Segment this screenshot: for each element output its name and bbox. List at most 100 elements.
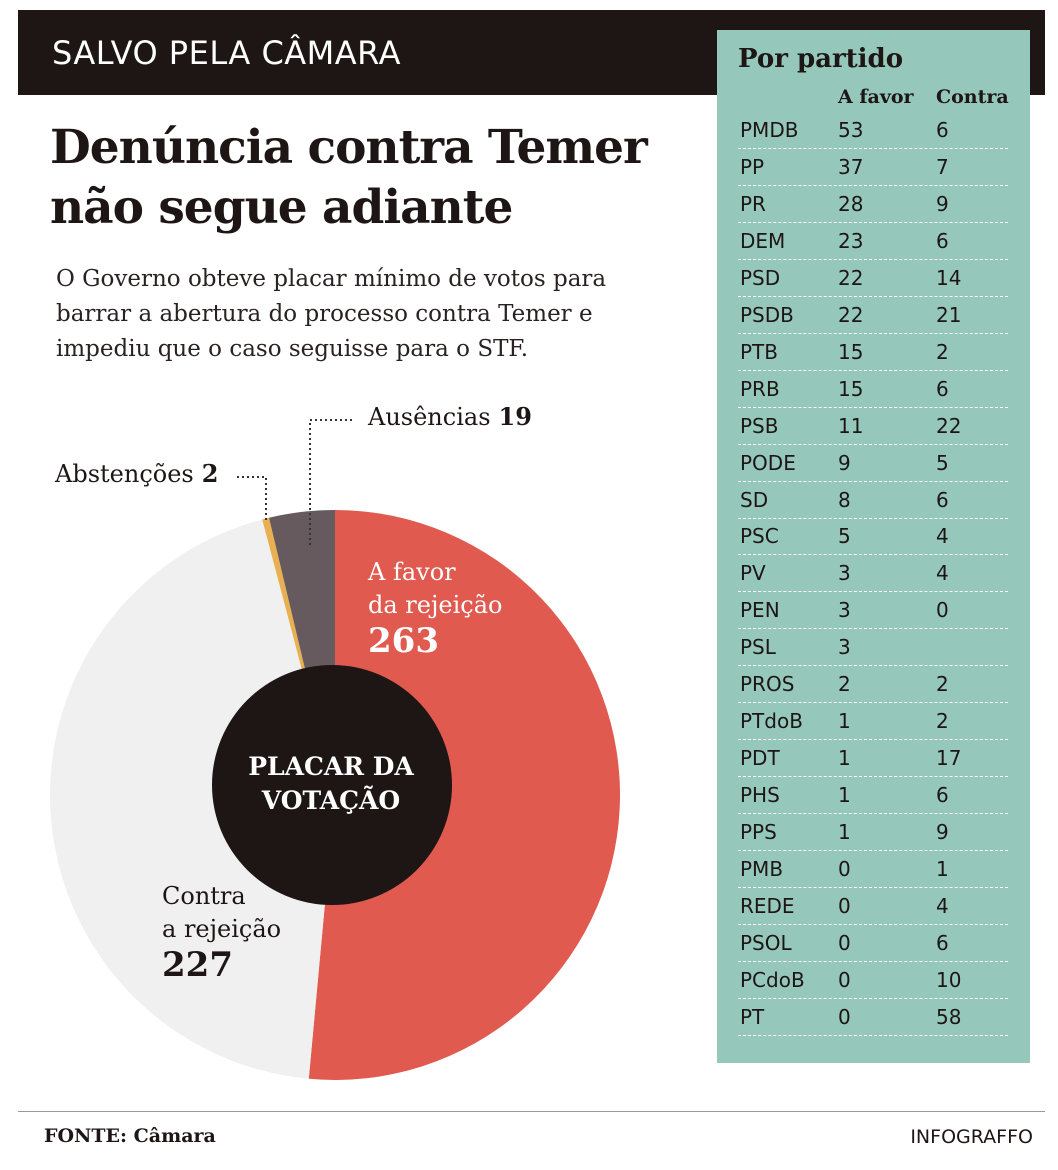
vote-count: 3: [838, 598, 851, 623]
party-name: PMDB: [740, 118, 799, 142]
row-divider: [738, 443, 1008, 445]
vote-count: 21: [936, 302, 962, 327]
slice-category: Contra a rejeição: [162, 882, 282, 943]
row-divider: [738, 369, 1008, 371]
pie-slice: [50, 519, 335, 1079]
vote-count: 4: [936, 524, 949, 549]
slice-label: Abstenções 2: [55, 458, 218, 491]
party-name: PRB: [740, 376, 780, 401]
row-divider: [738, 739, 1008, 741]
vote-count: 28: [838, 191, 864, 216]
vote-count: 0: [838, 967, 851, 992]
leader-line: [236, 476, 267, 520]
party-name: PTB: [740, 339, 778, 364]
party-name: DEM: [740, 228, 786, 253]
vote-count: 1: [936, 857, 949, 881]
vote-count: 6: [936, 228, 949, 253]
vote-count: 0: [838, 930, 851, 955]
vote-count: 5: [838, 524, 851, 549]
slice-label: A favor da rejeição 263: [368, 556, 503, 660]
row-divider: [738, 554, 1008, 556]
vote-count: 2: [936, 339, 949, 364]
row-divider: [738, 850, 1008, 852]
row-divider: [738, 960, 1008, 962]
slice-label: Contra a rejeição 227: [162, 880, 281, 984]
party-name: PSC: [740, 524, 779, 549]
party-name: PCdoB: [740, 967, 805, 992]
party-name: PTdoB: [740, 709, 803, 734]
column-header: A favor: [838, 86, 914, 108]
slice-value: 263: [368, 621, 439, 661]
party-name: PROS: [740, 672, 795, 697]
row-divider: [738, 148, 1008, 149]
vote-count: 4: [936, 893, 949, 918]
party-name: PPS: [740, 820, 777, 845]
row-divider: [738, 406, 1008, 408]
party-name: PMB: [740, 857, 784, 881]
vote-count: 1: [838, 709, 851, 734]
vote-count: 1: [838, 820, 851, 845]
title: Denúncia contra Temer não segue adiante: [50, 120, 648, 235]
vote-count: 22: [838, 302, 864, 327]
vote-count: 9: [838, 450, 851, 475]
row-divider: [738, 184, 1008, 186]
vote-count: 6: [936, 783, 949, 808]
party-name: PHS: [740, 783, 780, 808]
row-divider: [738, 295, 1008, 297]
row-divider: [738, 997, 1008, 999]
row-divider: [738, 480, 1008, 482]
row-divider: [738, 1034, 1008, 1036]
row-divider: [738, 776, 1008, 778]
slice-value: 19: [498, 402, 532, 431]
party-name: PSD: [740, 265, 781, 290]
table-title: Por partido: [738, 44, 904, 74]
row-divider: [738, 923, 1008, 925]
vote-count: 2: [936, 709, 949, 734]
vote-count: 3: [838, 635, 851, 660]
vote-count: 15: [838, 376, 864, 401]
party-name: PP: [740, 154, 765, 179]
row-divider: [738, 591, 1008, 593]
vote-count: 6: [936, 487, 949, 512]
row-divider: [738, 221, 1008, 223]
row-divider: [738, 887, 1008, 888]
vote-count: 53: [838, 118, 864, 142]
vote-count: 8: [838, 487, 851, 512]
vote-count: 4: [936, 561, 949, 586]
vote-count: 6: [936, 118, 949, 142]
party-name: PSL: [740, 635, 776, 660]
party-name: PODE: [740, 450, 796, 475]
party-name: REDE: [740, 893, 795, 918]
row-divider: [738, 665, 1008, 667]
party-name: PDT: [740, 746, 780, 771]
row-divider: [738, 517, 1008, 519]
party-name: PEN: [740, 598, 780, 623]
vote-count: 2: [838, 672, 851, 697]
vote-count: 3: [838, 561, 851, 586]
subtitle: O Governo obteve placar mínimo de votos …: [56, 266, 607, 362]
source: FONTE: Câmara: [44, 1125, 216, 1147]
party-name: PT: [740, 1004, 765, 1029]
kicker: SALVO PELA CÂMARA: [52, 34, 401, 72]
party-name: SD: [740, 487, 769, 512]
center-label: PLACAR DA VOTAÇÃO: [248, 752, 414, 815]
vote-count: 58: [936, 1004, 962, 1029]
vote-count: 6: [936, 930, 949, 955]
vote-count: 0: [838, 893, 851, 918]
vote-count: 5: [936, 450, 949, 475]
vote-count: 17: [936, 746, 962, 771]
vote-count: 6: [936, 376, 949, 401]
column-header: Contra: [936, 86, 1009, 108]
slice-label: Ausências 19: [368, 401, 532, 434]
party-name: PR: [740, 191, 766, 216]
row-divider: [738, 702, 1008, 704]
vote-count: 22: [838, 265, 864, 290]
party-name: PV: [740, 561, 766, 586]
vote-count: 1: [838, 746, 851, 771]
center-hole: [212, 665, 452, 905]
vote-count: 9: [936, 820, 949, 845]
slice-value: 2: [201, 459, 219, 488]
slice-category: Ausências: [368, 403, 491, 431]
